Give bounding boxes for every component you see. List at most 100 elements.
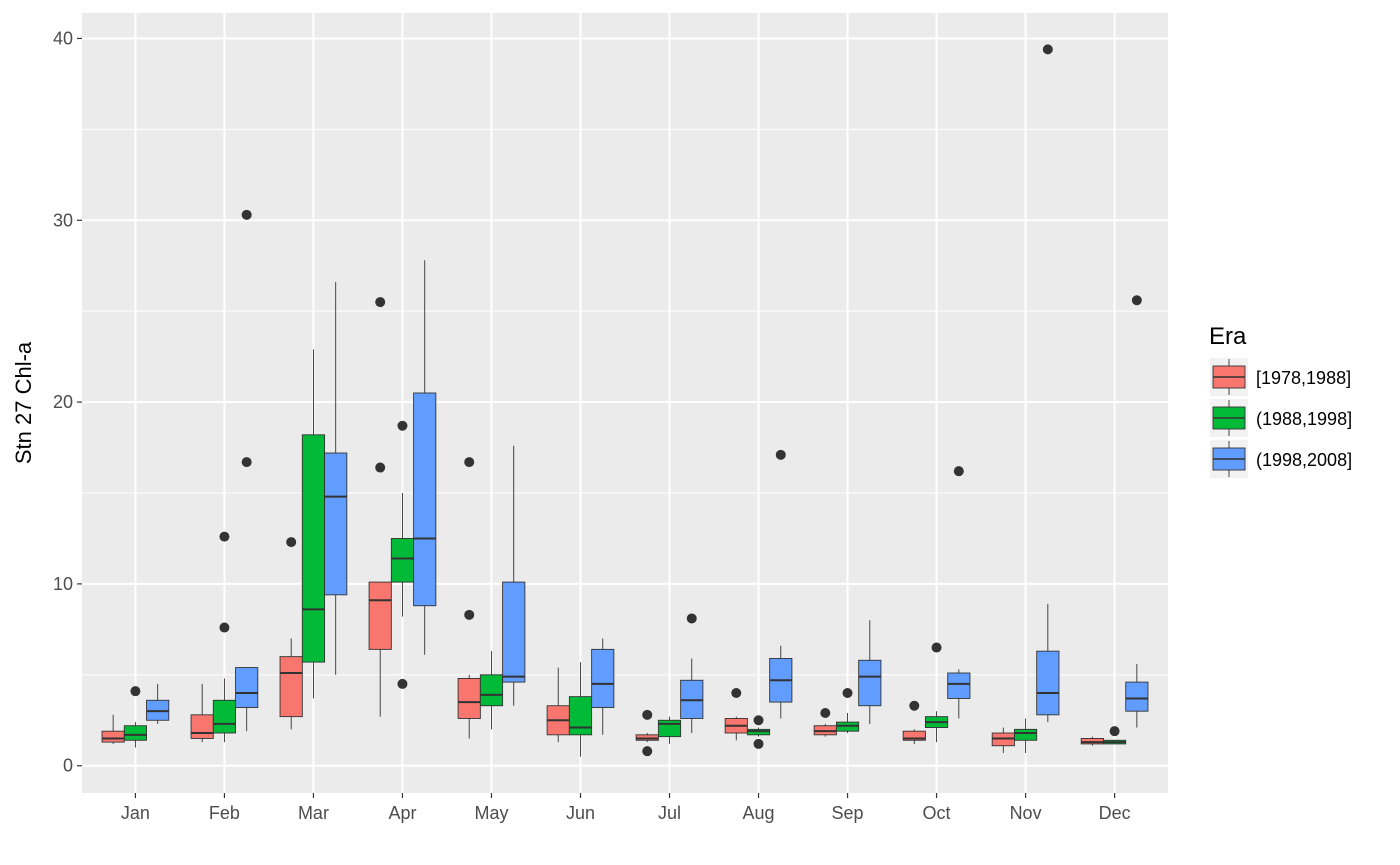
x-tick-label-sep: Sep	[832, 803, 864, 823]
legend-label: (1988,1998]	[1256, 409, 1352, 429]
box-iqr	[123, 725, 147, 741]
box-nov-series-3	[1036, 44, 1060, 723]
legend-title: Era	[1209, 323, 1247, 350]
outlier-point	[375, 297, 386, 308]
legend-label: (1998,2008]	[1256, 450, 1352, 470]
box-nov-series-2	[1013, 718, 1038, 753]
box-feb-series-2	[212, 531, 237, 743]
outlier-point	[642, 709, 653, 720]
box-jul-series-2	[657, 716, 682, 744]
x-tick-label-dec: Dec	[1099, 803, 1131, 823]
box-jun-series-2	[568, 662, 593, 757]
x-tick-label-feb: Feb	[209, 803, 240, 823]
outlier-point	[753, 738, 764, 749]
box-iqr	[858, 659, 882, 707]
x-tick-label-apr: Apr	[388, 803, 416, 823]
y-tick-label: 10	[53, 574, 73, 594]
box-nov-series-1	[991, 727, 1015, 753]
outlier-point	[953, 466, 964, 477]
box-iqr	[390, 538, 415, 583]
x-tick-label-jan: Jan	[121, 803, 150, 823]
x-tick-label-jul: Jul	[658, 803, 681, 823]
box-iqr	[657, 719, 682, 738]
box-iqr	[947, 672, 971, 699]
legend-label: [1978,1988]	[1256, 368, 1351, 388]
box-groups	[101, 44, 1149, 757]
box-iqr	[1125, 681, 1149, 712]
box-mar-series-2	[301, 349, 326, 699]
outlier-point	[241, 209, 252, 220]
y-tick-label: 40	[53, 28, 73, 48]
box-iqr	[279, 656, 303, 718]
box-apr-series-2	[390, 420, 415, 689]
x-tick-label-may: May	[474, 803, 508, 823]
box-jul-series-3	[680, 613, 704, 733]
minor-gridlines	[82, 128, 1168, 676]
box-sep-series-1	[813, 708, 837, 737]
outlier-point	[1131, 295, 1142, 306]
outlier-point	[130, 686, 141, 697]
box-aug-series-1	[724, 688, 748, 741]
box-oct-series-2	[924, 642, 949, 743]
major-gridlines	[82, 13, 1168, 793]
box-may-series-2	[479, 651, 504, 730]
box-jan-series-2	[123, 686, 147, 748]
box-iqr	[1013, 728, 1038, 741]
outlier-point	[464, 609, 475, 620]
x-tick-label-nov: Nov	[1010, 803, 1042, 823]
outlier-point	[375, 462, 386, 473]
outlier-point	[820, 708, 831, 718]
outlier-point	[931, 642, 942, 653]
box-iqr	[568, 696, 593, 736]
box-may-series-3	[502, 445, 526, 706]
box-mar-series-3	[324, 282, 348, 675]
outlier-point	[219, 531, 230, 542]
box-iqr	[235, 667, 259, 708]
outlier-point	[464, 457, 475, 468]
box-feb-series-3	[235, 209, 259, 732]
y-axis-title: Stn 27 Chl-a	[11, 341, 36, 464]
legend-item-2: (1988,1998]	[1210, 399, 1352, 437]
box-iqr	[591, 648, 615, 708]
box-jul-series-1	[635, 709, 659, 757]
box-apr-series-3	[413, 260, 437, 655]
x-tick-label-mar: Mar	[298, 803, 329, 823]
y-tick-label: 0	[63, 756, 73, 776]
box-feb-series-1	[190, 683, 214, 743]
outlier-point	[219, 622, 230, 633]
outlier-point	[397, 420, 408, 431]
outlier-point	[753, 715, 764, 726]
outlier-point	[1109, 726, 1120, 737]
box-aug-series-2	[746, 715, 771, 749]
box-iqr	[368, 581, 392, 650]
box-mar-series-1	[279, 537, 303, 730]
x-tick-label-oct: Oct	[923, 803, 951, 823]
x-tick-label-aug: Aug	[743, 803, 775, 823]
box-iqr	[212, 699, 237, 734]
box-jun-series-3	[591, 638, 615, 735]
box-iqr	[502, 581, 526, 683]
outlier-point	[241, 457, 252, 468]
outlier-point	[909, 700, 920, 711]
box-iqr	[457, 678, 481, 719]
outlier-point	[1042, 44, 1053, 55]
box-dec-series-2	[1103, 726, 1127, 745]
outlier-point	[397, 678, 408, 689]
box-iqr	[413, 392, 437, 607]
outlier-point	[842, 688, 853, 698]
outlier-point	[775, 449, 786, 460]
box-iqr	[902, 730, 926, 741]
x-tick-label-jun: Jun	[566, 803, 595, 823]
y-tick-label: 30	[53, 210, 73, 230]
box-sep-series-2	[835, 688, 860, 733]
box-iqr	[1036, 650, 1060, 716]
box-apr-series-1	[368, 297, 392, 717]
box-oct-series-3	[947, 466, 971, 719]
outlier-point	[686, 613, 697, 624]
box-jan-series-3	[146, 683, 170, 724]
legend-item-1: [1978,1988]	[1210, 358, 1351, 396]
y-tick-label: 20	[53, 392, 73, 412]
outlier-point	[286, 537, 297, 548]
box-sep-series-3	[858, 620, 882, 724]
x-axis: Jan Feb Mar Apr May Jun Jul Aug Sep Oct Nov Dec	[121, 793, 1131, 823]
